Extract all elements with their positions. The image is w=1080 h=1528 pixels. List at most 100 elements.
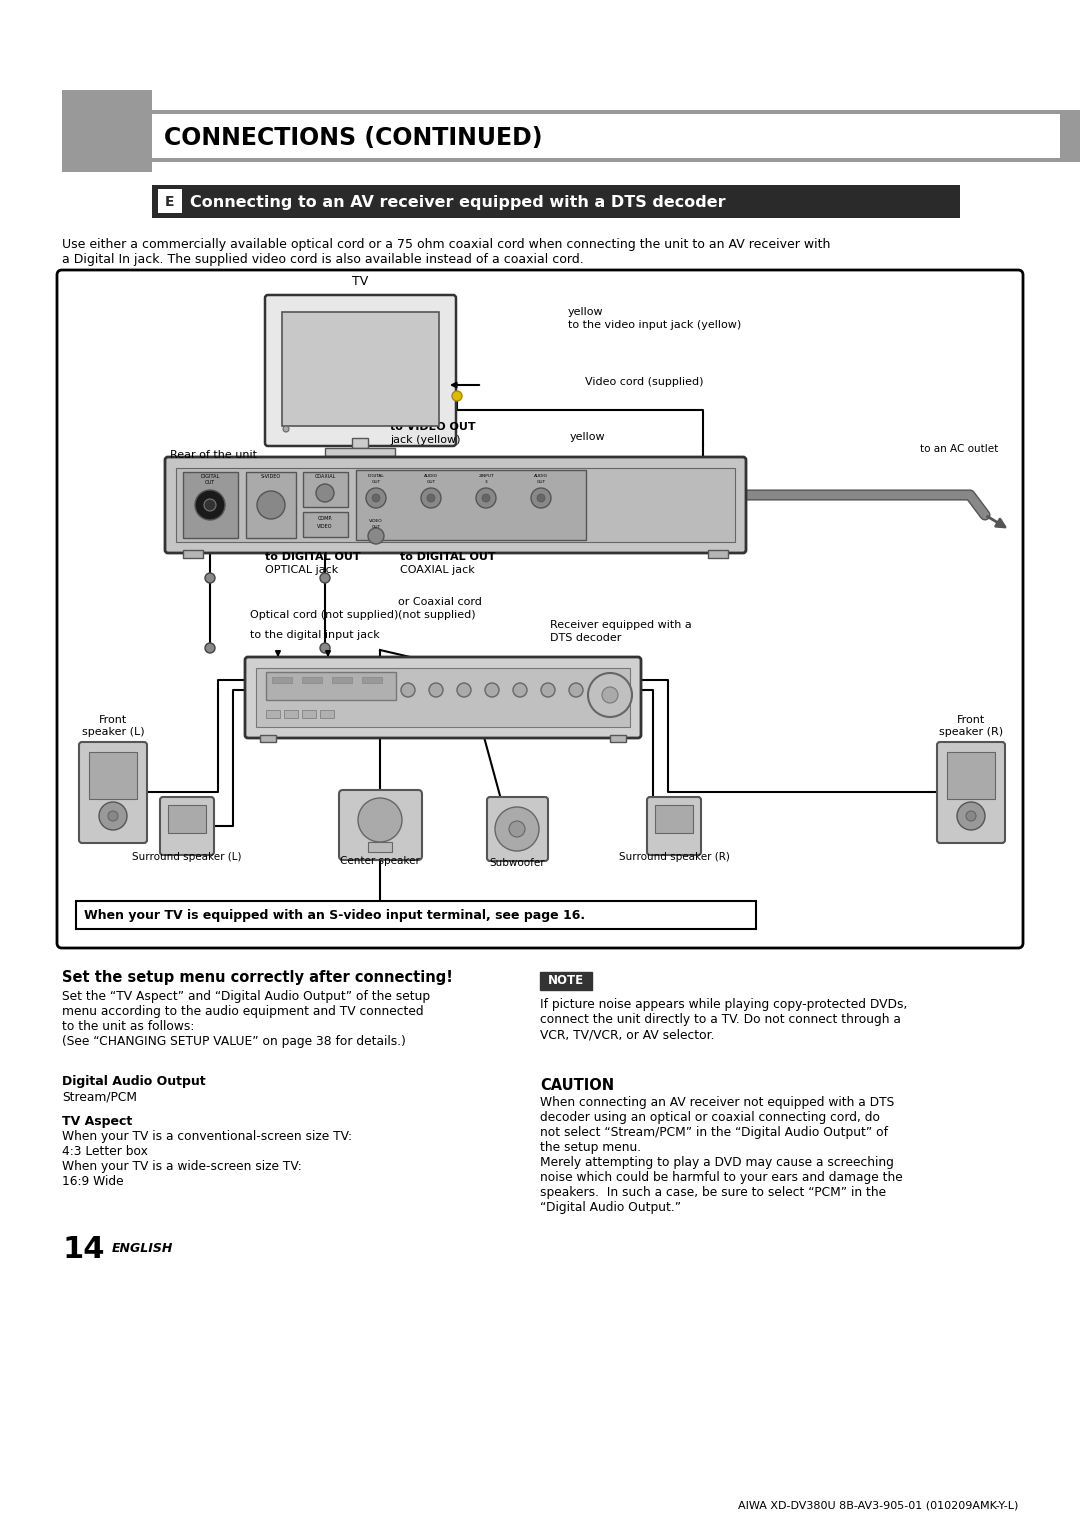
Circle shape (401, 683, 415, 697)
Text: VIDEO: VIDEO (369, 520, 382, 523)
FancyBboxPatch shape (647, 798, 701, 856)
Text: AIWA XD-DV380U 8B-AV3-905-01 (010209AMK-Y-L): AIWA XD-DV380U 8B-AV3-905-01 (010209AMK-… (738, 1500, 1018, 1510)
Circle shape (195, 490, 225, 520)
FancyBboxPatch shape (57, 270, 1023, 947)
Circle shape (531, 487, 551, 507)
Circle shape (320, 643, 330, 652)
Circle shape (204, 500, 216, 510)
Text: When connecting an AV receiver not equipped with a DTS
decoder using an optical : When connecting an AV receiver not equip… (540, 1096, 903, 1215)
Circle shape (427, 494, 435, 503)
FancyBboxPatch shape (160, 798, 214, 856)
Circle shape (320, 573, 330, 584)
FancyBboxPatch shape (937, 743, 1005, 843)
Circle shape (569, 683, 583, 697)
Bar (303, 512, 348, 536)
Text: to the video input jack (yellow): to the video input jack (yellow) (568, 319, 741, 330)
Text: AUDIO: AUDIO (534, 474, 548, 478)
Bar (76, 902, 756, 929)
Text: Front: Front (99, 715, 127, 724)
Bar (183, 550, 203, 558)
Bar (266, 672, 396, 700)
FancyBboxPatch shape (165, 457, 746, 553)
Circle shape (482, 494, 490, 503)
Text: 3: 3 (485, 480, 487, 484)
Bar (256, 668, 630, 727)
Text: (not supplied): (not supplied) (399, 610, 475, 620)
Text: COMP.: COMP. (318, 516, 333, 521)
Bar (708, 550, 728, 558)
Text: to DIGITAL OUT: to DIGITAL OUT (265, 552, 361, 562)
Bar (282, 312, 438, 426)
Text: DTS decoder: DTS decoder (550, 633, 621, 643)
Text: to DIGITAL OUT: to DIGITAL OUT (400, 552, 496, 562)
Circle shape (357, 798, 402, 842)
Bar (62, 110, 1080, 162)
Bar (152, 115, 1059, 157)
Bar (272, 677, 292, 683)
Circle shape (513, 683, 527, 697)
Text: Connecting to an AV receiver equipped with a DTS decoder: Connecting to an AV receiver equipped wi… (190, 196, 726, 209)
Text: 14: 14 (62, 1235, 105, 1264)
FancyBboxPatch shape (265, 295, 456, 446)
Circle shape (495, 807, 539, 851)
Text: speaker (R): speaker (R) (939, 727, 1003, 736)
Text: Front: Front (957, 715, 985, 724)
Text: OUT: OUT (372, 526, 380, 529)
Text: OUT: OUT (427, 480, 435, 484)
Text: Subwoofer: Subwoofer (489, 859, 544, 868)
Text: yellow: yellow (568, 307, 604, 316)
Circle shape (453, 391, 462, 400)
Text: When your TV is equipped with an S-video input terminal, see page 16.: When your TV is equipped with an S-video… (84, 909, 585, 921)
Bar (246, 472, 296, 538)
Bar (260, 735, 276, 743)
Text: Surround speaker (R): Surround speaker (R) (619, 853, 729, 862)
Text: Use either a commercially available optical cord or a 75 ohm coaxial cord when c: Use either a commercially available opti… (62, 238, 831, 266)
Circle shape (368, 529, 384, 544)
Text: COAXIAL: COAXIAL (314, 474, 336, 478)
Text: Rear of the unit: Rear of the unit (170, 451, 257, 460)
Text: jack (yellow): jack (yellow) (390, 435, 460, 445)
Circle shape (257, 490, 285, 520)
Text: ENGLISH: ENGLISH (112, 1242, 174, 1254)
Bar (302, 711, 316, 718)
Text: to an AC outlet: to an AC outlet (920, 445, 998, 454)
Text: speaker (L): speaker (L) (82, 727, 145, 736)
Circle shape (205, 643, 215, 652)
FancyBboxPatch shape (487, 798, 548, 860)
Text: E: E (165, 196, 175, 209)
Bar (62, 90, 152, 173)
Text: or Coaxial cord: or Coaxial cord (399, 597, 482, 607)
Text: Digital Audio Output: Digital Audio Output (62, 1076, 205, 1088)
Circle shape (476, 487, 496, 507)
Text: Receiver equipped with a: Receiver equipped with a (550, 620, 692, 630)
FancyBboxPatch shape (79, 743, 147, 843)
Text: Video cord (supplied): Video cord (supplied) (585, 377, 703, 387)
Bar (332, 677, 352, 683)
Bar (362, 677, 382, 683)
Bar (325, 448, 395, 455)
Text: to the digital input jack: to the digital input jack (249, 630, 380, 640)
Text: Stream/PCM: Stream/PCM (62, 1089, 137, 1103)
Bar (168, 805, 206, 833)
Text: Surround speaker (L): Surround speaker (L) (132, 853, 242, 862)
Bar (320, 711, 334, 718)
Text: OUT: OUT (372, 480, 380, 484)
Bar (654, 805, 693, 833)
Circle shape (429, 683, 443, 697)
Text: OPTICAL jack: OPTICAL jack (265, 565, 338, 575)
Bar (183, 472, 238, 538)
Text: Optical cord (not supplied): Optical cord (not supplied) (249, 610, 399, 620)
Text: NOTE: NOTE (548, 975, 584, 987)
Text: 2INPUT: 2INPUT (478, 474, 494, 478)
Circle shape (509, 821, 525, 837)
Text: CONNECTIONS (CONTINUED): CONNECTIONS (CONTINUED) (164, 125, 542, 150)
Text: CAUTION: CAUTION (540, 1077, 615, 1093)
Bar (158, 189, 183, 212)
Bar (89, 752, 137, 799)
Circle shape (372, 494, 380, 503)
Circle shape (457, 683, 471, 697)
Text: If picture noise appears while playing copy-protected DVDs,
connect the unit dir: If picture noise appears while playing c… (540, 998, 907, 1041)
Text: DIGITAL: DIGITAL (201, 474, 219, 478)
Circle shape (366, 487, 386, 507)
Text: OUT: OUT (537, 480, 545, 484)
